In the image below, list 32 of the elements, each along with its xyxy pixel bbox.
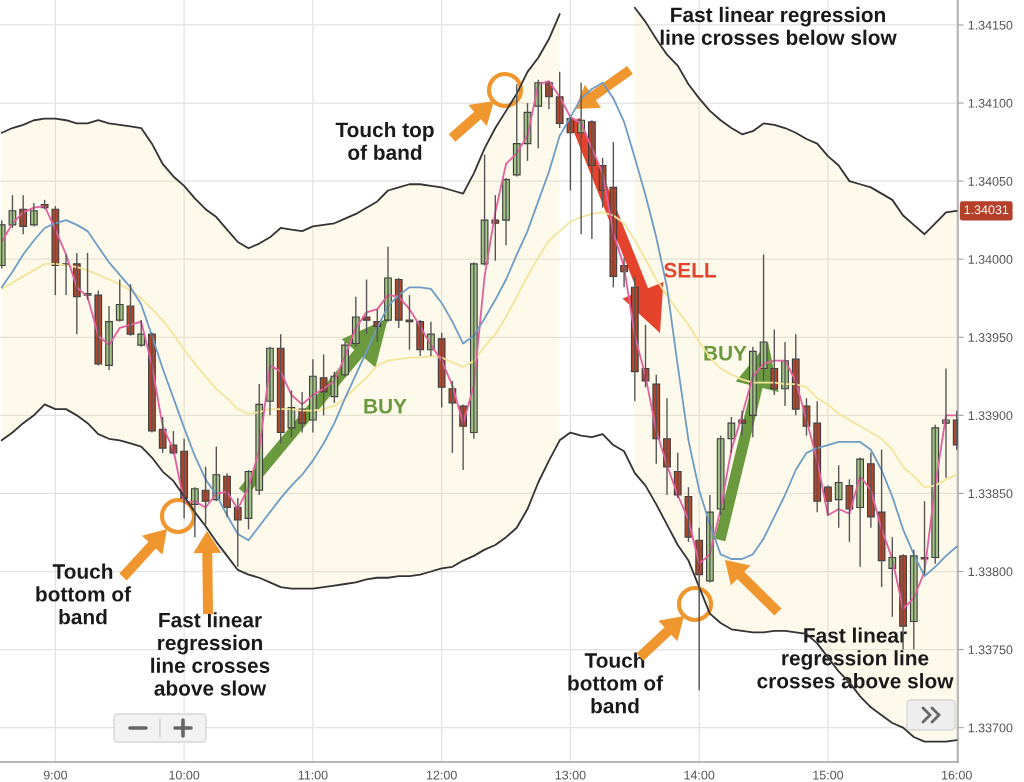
annotation: 1.34031 [964, 205, 1009, 215]
y-tick-label: 1.33750 [968, 645, 1013, 655]
line-series [0, 211, 958, 489]
annotation: BUY [704, 346, 747, 361]
y-tick-label: 1.34050 [968, 176, 1013, 186]
candlestick [201, 466, 210, 526]
x-tick-label: 11:00 [298, 770, 328, 780]
x-tick-label: 9:00 [43, 770, 68, 780]
x-tick-label: 16:00 [942, 770, 972, 780]
annotation: Fast linear regression line crosses below slow [660, 6, 897, 46]
x-tick-label: 15:00 [813, 770, 844, 780]
y-tick-label: 1.33900 [968, 411, 1013, 420]
annotation: Touch bottom of band [568, 652, 664, 714]
annotation: Fast linear regression line crosses above slow [151, 612, 270, 696]
y-tick-label: 1.33700 [968, 723, 1013, 733]
candlestick [405, 294, 414, 351]
x-tick-label: 12:00 [426, 770, 457, 780]
annotation: Touch top of band [335, 121, 434, 160]
x-tick-label: 14:00 [684, 770, 715, 780]
annotation: SELL [663, 262, 716, 278]
candlestick [362, 278, 371, 335]
x-tick-label: 13:00 [555, 770, 586, 780]
annotation: BUY [364, 399, 407, 414]
annotation: Touch bottom of band [36, 563, 132, 625]
y-tick-label: 1.33850 [968, 489, 1013, 499]
candlestick [115, 278, 124, 323]
x-tick-label: 10:00 [169, 770, 200, 780]
y-tick-label: 1.33950 [968, 333, 1013, 342]
y-tick-label: 1.34150 [968, 20, 1013, 30]
y-tick-label: 1.33800 [968, 567, 1013, 577]
y-tick-label: 1.34100 [968, 98, 1013, 108]
y-tick-label: 1.34000 [968, 255, 1013, 264]
